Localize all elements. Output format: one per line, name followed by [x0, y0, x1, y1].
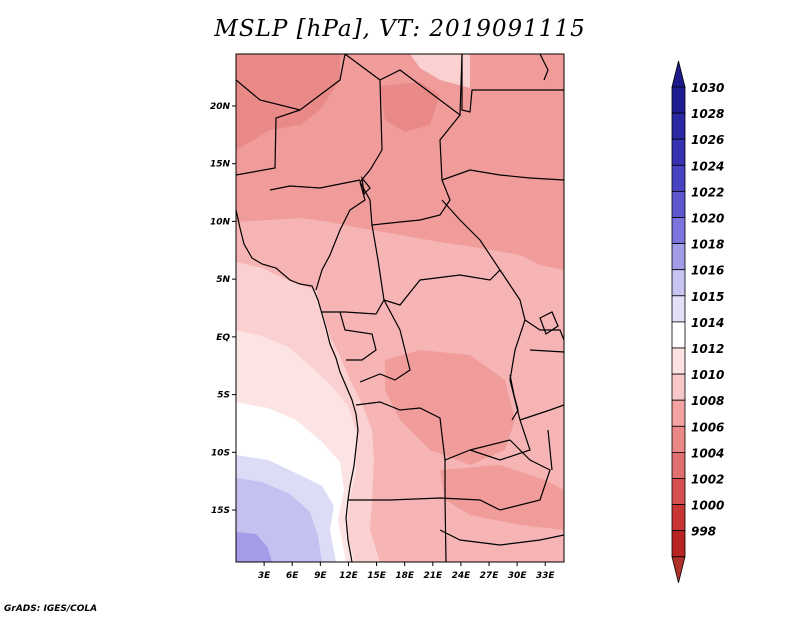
colorbar-swatch: [671, 321, 686, 349]
lat-tick-label: 5S: [217, 391, 230, 401]
lon-tick-label: 21E: [423, 571, 443, 581]
colorbar-swatch: [671, 112, 686, 140]
border-east-1: [524, 319, 564, 341]
colorbar-label: 1022: [691, 185, 724, 199]
field-1012-nw: [410, 54, 470, 88]
lon-tick-label: 3E: [258, 571, 271, 581]
lon-tick-label: 27E: [480, 571, 500, 581]
colorbar-swatch: [671, 86, 686, 114]
border-east-2: [529, 349, 564, 353]
colorbar-swatch: [671, 373, 686, 401]
colorbar-label: 1006: [691, 420, 724, 434]
lon-tick-label: 9E: [314, 571, 327, 581]
lat-tick-label: 15N: [210, 160, 231, 170]
lake-victoria: [539, 311, 559, 335]
colorbar-swatch: [671, 504, 686, 532]
colorbar-label: 1028: [691, 107, 724, 121]
lon-tick-label: 15E: [367, 571, 387, 581]
colorbar-label: 1010: [691, 368, 724, 382]
colorbar-swatch: [671, 347, 686, 375]
field-1018: [236, 532, 272, 562]
colorbar-swatch: [671, 530, 686, 558]
nile: [539, 54, 549, 81]
border-gabon: [339, 311, 377, 361]
colorbar-label: 1024: [691, 159, 724, 173]
map-title: MSLP [hPa], VT: 2019091115: [214, 16, 586, 42]
colorbar-swatch: [671, 425, 686, 453]
lon-tick-label: 24E: [452, 571, 472, 581]
colorbar-swatch: [671, 190, 686, 218]
border-botswana: [444, 497, 447, 562]
lake-chad: [361, 175, 371, 196]
border-angola-namibia: [348, 497, 501, 511]
border-east-3: [519, 404, 564, 421]
colorbar-swatch: [671, 217, 686, 245]
border-egypt-sudan: [461, 54, 564, 113]
colorbar-label: 998: [691, 525, 716, 539]
colorbar-label: 1030: [691, 81, 724, 95]
lat-tick-label: 10S: [211, 448, 230, 458]
border-cameroon-south: [322, 299, 385, 315]
coastline-west-africa: [236, 209, 359, 562]
colorbar-label: 1026: [691, 133, 724, 147]
lat-tick-label: 10N: [210, 217, 231, 227]
colorbar-label: 1004: [691, 446, 724, 460]
border-zambia: [469, 439, 551, 511]
border-chad-east: [371, 114, 461, 226]
colorbar-bottom-arrow: [671, 556, 686, 583]
field-1004-sahara: [236, 54, 340, 150]
grads-credit: GrADS: IGES/COLA: [4, 604, 98, 614]
border-south: [439, 529, 564, 546]
colorbar-label: 1008: [691, 394, 724, 408]
colorbar-swatch: [671, 138, 686, 166]
field-1004-congo: [385, 350, 515, 465]
lake-tanganyika: [509, 374, 519, 421]
colorbar-swatch: [671, 269, 686, 297]
border-drc-east: [469, 269, 531, 461]
pressure-field: [236, 54, 564, 562]
colorbar-label: 1016: [691, 264, 724, 278]
lon-tick-label: 33E: [536, 571, 556, 581]
longitude-axis: 3E 6E 9E 12E 15E 18E 21E 24E 27E 30E 33E: [258, 562, 556, 581]
border-libya: [344, 54, 463, 117]
lon-tick-label: 30E: [508, 571, 528, 581]
colorbar-label: 1000: [691, 499, 724, 513]
colorbar-swatch: [671, 243, 686, 271]
colorbar-swatch: [671, 164, 686, 192]
latitude-axis: 20N 15N 10N 5N EQ 5S 10S 15S: [210, 102, 236, 516]
border-niger-nigeria: [269, 179, 361, 191]
colorbar-label: 1020: [691, 212, 724, 226]
colorbar-swatch: [671, 399, 686, 427]
colorbar-label: 1015: [691, 290, 724, 304]
colorbar-swatch: [671, 478, 686, 506]
lat-tick-label: EQ: [216, 333, 230, 343]
colorbar-swatch: [671, 295, 686, 323]
colorbar-top-arrow: [671, 60, 686, 88]
lon-tick-label: 12E: [339, 571, 359, 581]
lake-malawi: [547, 429, 553, 471]
colorbar-label: 1002: [691, 473, 724, 487]
lon-tick-label: 18E: [395, 571, 415, 581]
lat-tick-label: 15S: [211, 506, 230, 516]
lat-tick-label: 5N: [216, 275, 230, 285]
colorbar-swatch: [671, 451, 686, 479]
colorbar-label: 1018: [691, 238, 724, 252]
border-nigeria-cameroon: [315, 181, 366, 291]
colorbar: 1030 1028 1026 1024 1022 1020 1018 1016 1015 1014…: [671, 60, 724, 583]
map-frame: [235, 53, 565, 563]
border-congo: [359, 299, 411, 383]
country-borders: [236, 54, 564, 562]
colorbar-label: 1012: [691, 342, 724, 356]
lon-tick-label: 6E: [286, 571, 299, 581]
border-mali-niger: [236, 109, 301, 176]
border-car: [371, 199, 501, 306]
field-1004-east: [470, 54, 564, 92]
field-1004-north-central: [380, 82, 440, 132]
border-sudan-south: [441, 169, 564, 181]
colorbar-label: 1014: [691, 316, 724, 330]
field-1004-south: [440, 465, 564, 530]
border-chad-west: [359, 79, 383, 226]
lat-tick-label: 20N: [210, 102, 231, 112]
